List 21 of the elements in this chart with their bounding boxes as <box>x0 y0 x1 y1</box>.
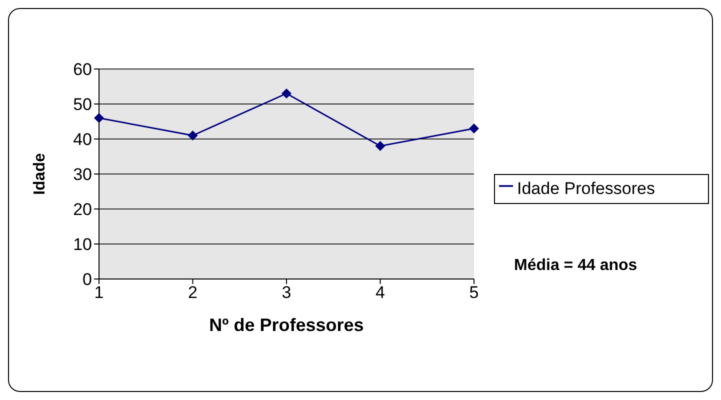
y-axis-title: Idade <box>32 153 49 195</box>
y-tick-label: 40 <box>73 130 92 150</box>
point <box>282 88 292 98</box>
point <box>469 124 479 134</box>
y-tick-label: 20 <box>73 200 92 220</box>
point <box>94 113 104 123</box>
y-tick-label: 30 <box>73 165 92 184</box>
y-tick-label: 0 <box>82 270 92 290</box>
y-tick-label: 60 <box>73 60 92 80</box>
y-tick-label: 50 <box>73 95 92 114</box>
point <box>375 141 386 151</box>
text: Média = 44 anos <box>514 257 638 275</box>
x-tick-label: 5 <box>469 283 479 302</box>
x-tick-label: 3 <box>282 283 292 302</box>
point <box>188 130 198 140</box>
legend-label: Idade Professores <box>517 178 656 200</box>
x-tick-label: 4 <box>376 283 385 302</box>
x-tick-label: 1 <box>94 283 104 302</box>
y-tick-label: 10 <box>73 235 92 254</box>
x-tick-label: 2 <box>188 283 198 302</box>
x-axis-title: Nº de Professores <box>209 315 364 335</box>
